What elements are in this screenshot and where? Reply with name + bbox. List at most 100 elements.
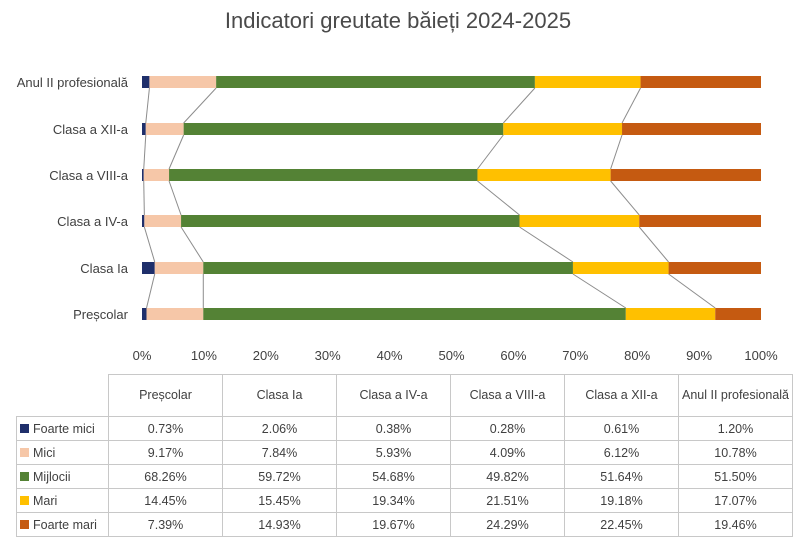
table-cell: 0.38% (336, 416, 451, 441)
table-row: Mijlocii 68.26% 59.72% 54.68% 49.82% 51.64% 51… (16, 464, 793, 489)
category-label: Anul II profesională (17, 75, 129, 90)
table-cell: 14.45% (108, 488, 223, 513)
bar-segment (169, 169, 478, 181)
table-corner (16, 374, 109, 417)
table-cell: 21.51% (450, 488, 565, 513)
chart-title: Indicatori greutate băieți 2024-2025 (224, 8, 572, 33)
bar-segment (154, 262, 204, 274)
category-label: Clasa a XII-a (53, 122, 129, 137)
bar-segment (477, 169, 611, 181)
legend-entry: Foarte mici (16, 416, 109, 441)
bar-segment (534, 76, 641, 88)
bar-segment (146, 308, 204, 320)
legend-entry: Mijlocii (16, 464, 109, 489)
bar-segment (610, 169, 761, 181)
bar-segment (143, 169, 170, 181)
x-tick-label: 20% (253, 348, 279, 363)
table-cell: 1.20% (678, 416, 793, 441)
bar-segment (181, 215, 520, 227)
x-tick-label: 80% (624, 348, 650, 363)
bar-segment (203, 308, 626, 320)
legend-label: Foarte mari (33, 517, 97, 532)
bar-segment (519, 215, 640, 227)
table-cell: 19.34% (336, 488, 451, 513)
series-line (183, 87, 217, 124)
bar-segment (144, 215, 182, 227)
table-cell: 2.06% (222, 416, 337, 441)
table-row: Foarte mari 7.39% 14.93% 19.67% 24.29% 22.45%… (16, 512, 793, 537)
bar-segment (715, 308, 761, 320)
bar-segment (142, 76, 150, 88)
bar-segment (622, 123, 761, 135)
table-column-header: Clasa a IV-a (336, 374, 451, 417)
series-line (502, 87, 536, 124)
bar-segment (183, 123, 504, 135)
table-cell: 19.18% (564, 488, 679, 513)
table-cell: 59.72% (222, 464, 337, 489)
series-line (572, 273, 627, 309)
series-line (143, 180, 145, 216)
bar-segment (639, 215, 761, 227)
plot-area: Preșcolar Clasa Ia Clasa a IV-a Clasa a VII… (17, 75, 778, 363)
table-cell: 0.61% (564, 416, 679, 441)
legend-key (20, 447, 29, 457)
table-cell: 5.93% (336, 440, 451, 465)
table-cell: 22.45% (564, 512, 679, 537)
legend-key (20, 519, 29, 529)
bar-segment (572, 262, 669, 274)
series-line (519, 226, 574, 263)
table-cell: 15.45% (222, 488, 337, 513)
table-cell: 0.73% (108, 416, 223, 441)
x-tick-label: 30% (315, 348, 341, 363)
table-column-header: Anul II profesională (678, 374, 793, 417)
legend-label: Mijlocii (33, 469, 71, 484)
table-cell: 68.26% (108, 464, 223, 489)
bar-segment (142, 123, 146, 135)
legend-label: Mici (33, 445, 56, 460)
bar-segment (216, 76, 535, 88)
series-line (168, 180, 182, 216)
table-row: Mici 9.17% 7.84% 5.93% 4.09% 6.12% 10.78% (16, 440, 793, 465)
series-line (610, 134, 623, 170)
series-line (143, 134, 147, 170)
series-line (477, 180, 520, 216)
series-line (610, 180, 640, 216)
category-label: Clasa Ia (80, 261, 128, 276)
series-line (143, 226, 156, 263)
legend-entry: Mari (16, 488, 109, 513)
series-line (180, 226, 204, 263)
x-tick-label: 10% (191, 348, 217, 363)
bar-segment (640, 76, 761, 88)
series-line (477, 134, 504, 170)
table-cell: 19.46% (678, 512, 793, 537)
x-tick-label: 100% (744, 348, 778, 363)
series-line (668, 273, 716, 309)
bar-segment (503, 123, 623, 135)
legend-entry: Mici (16, 440, 109, 465)
bar-segment (142, 308, 147, 320)
bar-segment (668, 262, 761, 274)
table-cell: 54.68% (336, 464, 451, 489)
table-cell: 19.67% (336, 512, 451, 537)
series-line (168, 134, 185, 170)
table-cell: 10.78% (678, 440, 793, 465)
table-cell: 24.29% (450, 512, 565, 537)
x-tick-label: 40% (377, 348, 403, 363)
legend-key (20, 471, 29, 481)
bar-segment (142, 215, 145, 227)
x-tick-label: 70% (562, 348, 588, 363)
data-table: Preșcolar Clasa Ia Clasa a IV-a Clasa a VII… (16, 374, 793, 537)
category-label: Preșcolar (73, 307, 129, 322)
table-cell: 9.17% (108, 440, 223, 465)
table-cell: 51.50% (678, 464, 793, 489)
category-label: Clasa a IV-a (57, 214, 129, 229)
x-tick-label: 90% (686, 348, 712, 363)
table-cell: 14.93% (222, 512, 337, 537)
category-label: Clasa a VIII-a (49, 168, 129, 183)
table-row: Foarte mici 0.73% 2.06% 0.38% 0.28% 0.61% 1.20… (16, 416, 793, 441)
table-cell: 7.84% (222, 440, 337, 465)
series-line (146, 273, 156, 309)
bar-segment (142, 262, 155, 274)
table-cell: 4.09% (450, 440, 565, 465)
bar-segment (142, 169, 144, 181)
